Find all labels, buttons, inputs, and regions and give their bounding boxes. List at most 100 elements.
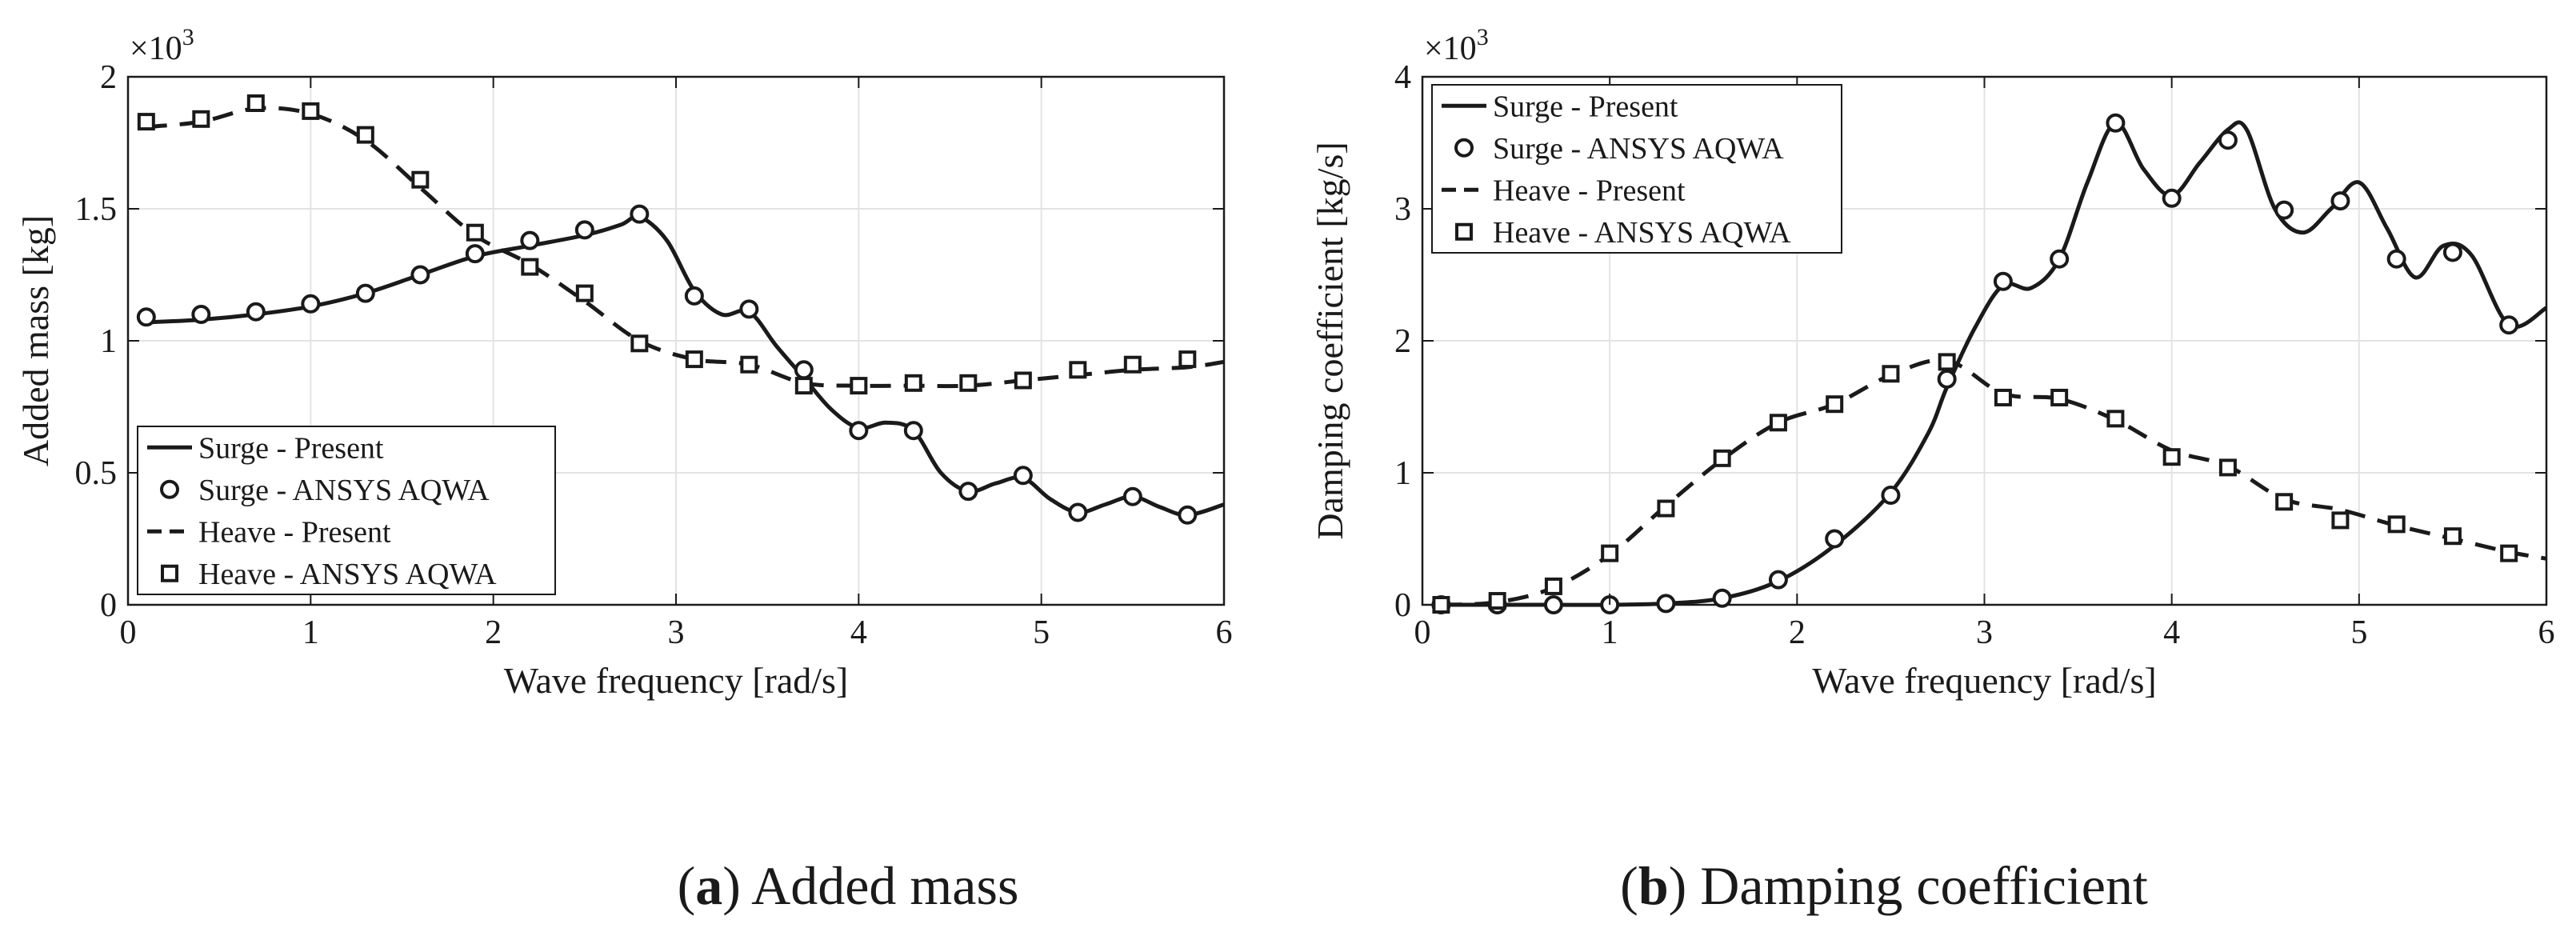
heave-aqwa-marker xyxy=(850,377,868,395)
surge-aqwa-marker xyxy=(465,244,485,264)
heave-aqwa-marker xyxy=(2443,527,2462,546)
x-tick-label: 4 xyxy=(850,614,867,651)
heave-aqwa-marker xyxy=(685,350,703,369)
x-tick-label: 5 xyxy=(1033,614,1050,651)
heave-aqwa-marker xyxy=(466,223,484,242)
heave-aqwa-marker xyxy=(1014,371,1032,390)
heave-aqwa-marker xyxy=(2275,493,2294,511)
heave-aqwa-marker xyxy=(1601,544,1619,562)
ticks-b: 0 1 2 3 4 5 6 0 1 2 3 4 xyxy=(1394,59,2555,651)
caption-a: (a) Added mass xyxy=(678,855,1019,916)
y-tick-label: 3 xyxy=(1394,191,1411,228)
legend-label: Surge - ANSYS AQWA xyxy=(1493,132,1784,166)
heave-aqwa-marker xyxy=(1882,365,1900,383)
x-tick-label: 3 xyxy=(1976,614,1993,651)
heave-aqwa-marker xyxy=(2387,515,2406,534)
heave-aqwa-marker xyxy=(904,374,922,392)
heave-aqwa-marker xyxy=(1657,499,1675,518)
y-tick-label: 1 xyxy=(1394,455,1411,492)
legend-label: Surge - Present xyxy=(1493,90,1678,123)
surge-aqwa-marker xyxy=(301,294,321,314)
y-tick-label: 0 xyxy=(100,587,117,624)
heave-aqwa-marker xyxy=(302,102,320,120)
surge-aqwa-marker xyxy=(2442,242,2462,262)
chart-added-mass: 0 1 2 3 4 5 6 0 0.5 1 1.5 2 ×103 Wave frequency [ra… xyxy=(15,24,1233,701)
chart-damping-coefficient: 0 1 2 3 4 5 6 0 1 2 3 4 ×103 Wave frequency [rad/s]… xyxy=(1310,24,2555,701)
y-tick-label: 2 xyxy=(100,59,117,96)
legend-b: Surge - Present Surge - ANSYS AQWA Heave -… xyxy=(1431,84,1842,254)
heave-aqwa-marker xyxy=(2106,410,2125,428)
heave-aqwa-marker xyxy=(630,334,649,353)
x-tick-label: 1 xyxy=(1602,614,1618,651)
surge-aqwa-marker xyxy=(903,421,923,441)
heave-aqwa-marker xyxy=(1123,355,1142,374)
y-tick-label: 1 xyxy=(100,323,117,360)
y-tick-label: 1.5 xyxy=(75,191,118,228)
heave-aqwa-marker xyxy=(1769,414,1787,432)
surge-aqwa-marker xyxy=(1881,486,1901,506)
surge-aqwa-marker xyxy=(2386,249,2406,269)
legend-label: Heave - Present xyxy=(1493,174,1686,207)
heave-aqwa-marker xyxy=(1432,596,1450,614)
surge-aqwa-marker xyxy=(2106,113,2126,133)
heave-aqwa-marker xyxy=(192,110,210,128)
x-tick-label: 1 xyxy=(302,614,319,651)
legend-label: Heave - ANSYS AQWA xyxy=(198,558,497,591)
x-tick-label: 3 xyxy=(668,614,685,651)
surge-aqwa-marker xyxy=(630,204,650,224)
surge-aqwa-marker xyxy=(1768,570,1788,590)
caption-b: (b) Damping coefficient xyxy=(1620,855,2148,916)
heave-aqwa-marker xyxy=(1994,388,2012,406)
heave-present-line-a xyxy=(146,106,1225,389)
surge-aqwa-marker xyxy=(794,360,814,380)
surge-aqwa-marker xyxy=(1013,466,1033,486)
series-layer-b xyxy=(1431,113,2548,614)
surge-aqwa-marker xyxy=(1068,502,1088,522)
surge-aqwa-marker xyxy=(1656,594,1676,614)
y-tick-label: 2 xyxy=(1394,323,1411,360)
surge-aqwa-marker xyxy=(849,421,869,441)
surge-aqwa-marker xyxy=(2499,315,2519,335)
legend-label: Surge - Present xyxy=(198,431,384,465)
surge-aqwa-marker xyxy=(1825,529,1845,549)
surge-aqwa-marker xyxy=(410,265,430,285)
y-tick-label: 0.5 xyxy=(75,455,118,492)
surge-aqwa-marker xyxy=(2050,249,2070,269)
surge-aqwa-marker xyxy=(1993,271,2013,291)
x-tick-label: 2 xyxy=(1789,614,1806,651)
heave-present-line-b xyxy=(1441,358,2547,607)
legend-a: Surge - Present Surge - ANSYS AQWA Heave -… xyxy=(137,426,556,595)
heave-aqwa-marker xyxy=(740,355,758,374)
surge-aqwa-marker xyxy=(1712,588,1732,608)
x-tick-label: 6 xyxy=(2538,614,2555,651)
surge-aqwa-marker xyxy=(246,302,266,322)
surge-aqwa-marker xyxy=(1937,369,1957,389)
x-axis-title-b: Wave frequency [rad/s] xyxy=(1812,660,2157,701)
heave-aqwa-marker xyxy=(2050,388,2069,406)
ticks-a: 0 1 2 3 4 5 6 0 0.5 1 1.5 2 xyxy=(75,59,1233,651)
x-tick-label: 2 xyxy=(485,614,502,651)
y-tick-label: 0 xyxy=(1394,587,1411,624)
surge-aqwa-marker xyxy=(191,305,211,324)
legend-label: Heave - ANSYS AQWA xyxy=(1493,216,1791,250)
legend-symbol xyxy=(160,479,179,499)
surge-aqwa-marker xyxy=(355,283,375,303)
surge-aqwa-marker xyxy=(520,230,540,250)
surge-aqwa-marker xyxy=(1543,595,1563,614)
surge-aqwa-marker xyxy=(958,482,978,502)
heave-aqwa-marker xyxy=(2218,458,2237,477)
surge-aqwa-marker xyxy=(1122,486,1142,506)
heave-aqwa-marker xyxy=(356,126,374,144)
heave-aqwa-marker xyxy=(1826,395,1844,414)
heave-aqwa-marker xyxy=(575,284,594,302)
heave-aqwa-marker xyxy=(2162,448,2181,466)
series-layer-a xyxy=(136,94,1225,525)
y-axis-title-b: Damping coefficient [kg/s] xyxy=(1310,142,1350,539)
heave-aqwa-marker xyxy=(411,170,430,189)
heave-aqwa-marker xyxy=(1544,577,1562,595)
surge-aqwa-marker xyxy=(2218,130,2238,150)
legend-box xyxy=(137,426,556,595)
heave-aqwa-marker xyxy=(1178,350,1197,369)
surge-aqwa-marker xyxy=(1178,505,1198,525)
